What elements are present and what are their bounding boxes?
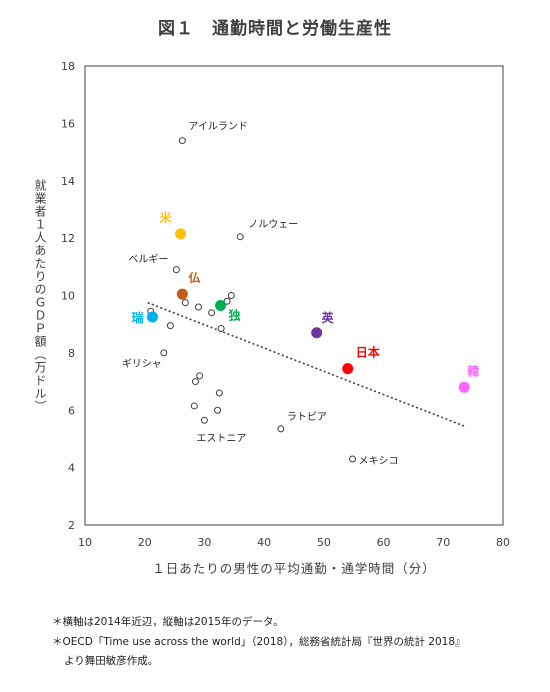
highlighted-point — [175, 228, 187, 240]
data-point — [194, 303, 202, 311]
data-point — [160, 349, 168, 357]
footnote-2: ＊OECD「Time use across the world」（2018），総… — [52, 636, 466, 648]
highlighted-point-label: 仏 — [188, 271, 200, 285]
highlighted-point-label: 瑞 — [131, 310, 143, 325]
highlighted-point — [215, 300, 227, 312]
x-tick-label: 70 — [436, 536, 450, 549]
point-label: ノルウェー — [248, 219, 298, 231]
highlighted-point — [458, 381, 470, 393]
highlighted-point-label: 韓 — [467, 363, 479, 378]
y-tick-label: 2 — [68, 519, 75, 532]
highlighted-point — [146, 311, 158, 323]
y-tick-label: 6 — [68, 404, 75, 417]
y-tick-label: 8 — [68, 347, 75, 360]
y-axis-label: 就業者１人あたりのＧＤＰ額（万ドル） — [33, 179, 47, 413]
x-tick-labels: 10 20 30 40 50 60 70 80 — [78, 536, 510, 549]
point-label: ラトビア — [287, 411, 327, 423]
x-tick-label: 80 — [496, 536, 510, 549]
footnote-3: より舞田敏彦作成。 — [64, 655, 159, 667]
x-tick-label: 30 — [197, 536, 211, 549]
plot-area-frame — [84, 65, 504, 526]
point-label: ベルギー — [128, 254, 168, 266]
data-point — [196, 372, 204, 380]
footnote-1: ＊横軸は2014年近辺，縦軸は2015年のデータ。 — [52, 616, 284, 628]
y-tick-label: 4 — [68, 462, 75, 475]
data-point — [214, 406, 222, 414]
x-tick-label: 20 — [138, 536, 152, 549]
data-point — [236, 233, 244, 241]
data-point — [178, 137, 186, 145]
point-label: メキシコ — [359, 456, 399, 467]
point-label: アイルランド — [188, 121, 248, 133]
x-tick-label: 40 — [257, 536, 271, 549]
x-tick-label: 50 — [317, 536, 331, 549]
highlighted-point-label: 英 — [322, 310, 335, 325]
data-point — [172, 266, 180, 274]
data-point — [227, 292, 235, 299]
point-label: エストニア — [196, 433, 246, 444]
y-tick-label: 16 — [61, 117, 75, 130]
y-tick-label: 10 — [61, 290, 75, 303]
x-axis-label: １日あたりの男性の平均通勤・通学時間（分） — [152, 561, 436, 576]
data-point — [349, 455, 357, 463]
data-point — [223, 297, 231, 305]
data-point — [190, 402, 198, 410]
data-point — [277, 425, 285, 433]
highlighted-point — [176, 288, 188, 300]
y-tick-label: 18 — [61, 60, 75, 73]
highlighted-point — [342, 363, 354, 375]
y-tick-label: 14 — [61, 175, 75, 188]
highlighted-point — [311, 327, 323, 339]
data-point — [181, 299, 189, 307]
data-point — [191, 378, 199, 386]
data-point — [200, 416, 208, 424]
y-tick-label: 12 — [61, 232, 75, 245]
y-tick-labels: 2 4 6 8 10 12 14 16 18 — [61, 60, 75, 532]
x-tick-label: 60 — [377, 536, 391, 549]
highlighted-point-label: 独 — [228, 308, 241, 323]
data-point — [208, 309, 216, 317]
chart-title: 図１ 通勤時間と労働生産性 — [158, 19, 392, 39]
highlighted-point-label: 日本 — [356, 345, 380, 360]
x-tick-label: 10 — [78, 536, 92, 549]
highlighted-point-label: 米 — [160, 210, 173, 225]
data-point — [217, 324, 225, 332]
data-point — [215, 389, 223, 397]
data-point — [166, 322, 174, 330]
point-label: ギリシャ — [122, 358, 162, 370]
